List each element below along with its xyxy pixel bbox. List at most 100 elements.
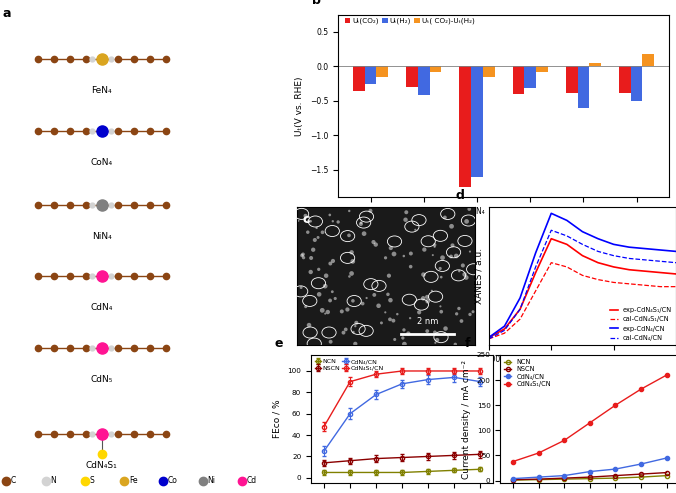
Point bbox=[429, 328, 440, 336]
Line: exp-CdN₄S₁/CN: exp-CdN₄S₁/CN bbox=[489, 239, 676, 337]
Point bbox=[406, 249, 416, 257]
Text: Cd: Cd bbox=[247, 476, 257, 485]
Y-axis label: XANES / a.u.: XANES / a.u. bbox=[475, 248, 483, 304]
Point bbox=[464, 247, 475, 255]
Point bbox=[357, 300, 368, 308]
Point bbox=[456, 317, 467, 325]
Point bbox=[300, 303, 311, 311]
Text: N: N bbox=[50, 476, 56, 485]
cal-CdN₄/CN bbox=[547, 227, 555, 233]
Point bbox=[454, 267, 464, 275]
Bar bbox=[642, 54, 654, 67]
exp-CdN₄S₁/CN bbox=[641, 268, 649, 274]
Text: C: C bbox=[11, 476, 16, 485]
Text: Ni: Ni bbox=[208, 476, 215, 485]
Text: b: b bbox=[312, 0, 320, 7]
Point bbox=[454, 305, 464, 313]
Bar bbox=[430, 67, 441, 72]
cal-CdN₄/CN bbox=[579, 242, 587, 247]
Point bbox=[325, 338, 336, 346]
cal-CdN₄S₁/CN bbox=[516, 316, 524, 322]
Point bbox=[370, 241, 381, 248]
cal-CdN₄/CN bbox=[594, 248, 602, 254]
exp-CdN₄S₁/CN bbox=[516, 306, 524, 312]
Point bbox=[380, 254, 391, 262]
Point bbox=[340, 325, 351, 333]
CdN₄S₁/CN bbox=[535, 450, 543, 456]
Text: 2 nm: 2 nm bbox=[416, 317, 438, 326]
Text: S: S bbox=[89, 476, 94, 485]
CdN₄/CN bbox=[509, 476, 517, 482]
Point bbox=[418, 271, 429, 279]
NSCN bbox=[560, 475, 569, 481]
cal-CdN₄S₁/CN bbox=[594, 277, 602, 282]
Point bbox=[427, 251, 438, 259]
Point bbox=[436, 273, 447, 281]
Point bbox=[325, 260, 336, 268]
Point bbox=[410, 226, 420, 234]
exp-CdN₄S₁/CN bbox=[594, 260, 602, 266]
Point bbox=[376, 319, 387, 327]
Text: FeN₄: FeN₄ bbox=[91, 86, 112, 95]
Point bbox=[333, 218, 343, 226]
cal-CdN₄/CN bbox=[485, 336, 493, 342]
cal-CdN₄/CN bbox=[610, 253, 618, 259]
Text: c: c bbox=[303, 212, 310, 226]
Bar bbox=[512, 67, 525, 94]
NSCN bbox=[637, 471, 645, 477]
CdN₄S₁/CN bbox=[611, 402, 619, 408]
Legend: Uₜ(CO₂), Uₜ(H₂), Uₜ( CO₂)-Uₜ(H₂): Uₜ(CO₂), Uₜ(H₂), Uₜ( CO₂)-Uₜ(H₂) bbox=[341, 15, 478, 27]
Point bbox=[327, 288, 338, 296]
Point bbox=[440, 324, 451, 332]
Point bbox=[324, 297, 335, 305]
Line: CdN₄S₁/CN: CdN₄S₁/CN bbox=[511, 373, 669, 463]
Bar bbox=[577, 67, 589, 107]
Point bbox=[450, 341, 461, 349]
Point bbox=[324, 211, 335, 219]
CdN₄S₁/CN bbox=[509, 458, 517, 464]
Point bbox=[348, 328, 359, 336]
Point bbox=[398, 252, 409, 260]
Point bbox=[459, 271, 470, 279]
Point bbox=[430, 339, 441, 347]
Point bbox=[337, 308, 347, 316]
Bar bbox=[353, 67, 365, 91]
Point bbox=[464, 205, 475, 213]
Bar bbox=[589, 63, 601, 67]
Text: NiN₄: NiN₄ bbox=[92, 232, 112, 241]
exp-CdN₄/CN bbox=[579, 229, 587, 235]
NSCN bbox=[535, 476, 543, 482]
Bar bbox=[471, 67, 483, 176]
exp-CdN₄S₁/CN bbox=[625, 267, 633, 273]
cal-CdN₄/CN bbox=[531, 264, 539, 270]
Text: CdN₄: CdN₄ bbox=[91, 303, 113, 312]
Point bbox=[436, 308, 447, 316]
Text: d: d bbox=[455, 188, 464, 202]
cal-CdN₄S₁/CN bbox=[485, 336, 493, 342]
Point bbox=[389, 336, 400, 344]
Point bbox=[304, 217, 314, 225]
Point bbox=[388, 317, 399, 324]
Point bbox=[399, 326, 410, 334]
Text: CdN₅: CdN₅ bbox=[91, 375, 113, 384]
Point bbox=[385, 244, 396, 252]
Point bbox=[306, 268, 316, 276]
Point bbox=[383, 290, 393, 298]
Point bbox=[422, 293, 433, 301]
cal-CdN₄/CN bbox=[656, 258, 665, 264]
exp-CdN₄S₁/CN bbox=[500, 326, 508, 332]
Point bbox=[400, 216, 411, 224]
Point bbox=[306, 254, 316, 262]
Point bbox=[432, 336, 443, 344]
exp-CdN₄/CN bbox=[531, 250, 539, 256]
Point bbox=[338, 329, 349, 337]
Point bbox=[439, 213, 450, 221]
cal-CdN₄S₁/CN bbox=[531, 288, 539, 294]
NCN bbox=[637, 474, 645, 480]
Bar bbox=[365, 67, 377, 84]
cal-CdN₄/CN bbox=[563, 233, 571, 239]
Point bbox=[347, 257, 358, 265]
cal-CdN₄S₁/CN bbox=[672, 283, 676, 289]
NCN bbox=[585, 476, 594, 482]
Point bbox=[392, 310, 403, 318]
